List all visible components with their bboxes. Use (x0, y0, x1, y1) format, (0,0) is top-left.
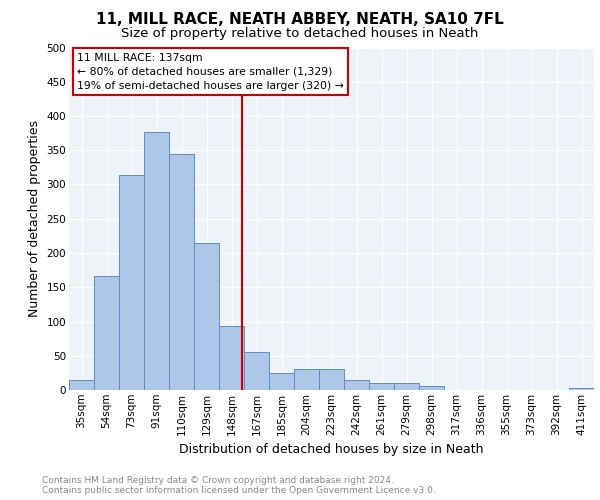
Bar (269, 373, 294, 390)
Bar (244, 352, 269, 390)
Bar (94, 276, 119, 390)
Bar (194, 242, 219, 390)
Text: Size of property relative to detached houses in Neath: Size of property relative to detached ho… (121, 28, 479, 40)
Bar (119, 175, 144, 390)
Bar (144, 132, 169, 390)
Bar (369, 383, 394, 390)
Bar (219, 326, 244, 390)
Text: 11 MILL RACE: 137sqm
← 80% of detached houses are smaller (1,329)
19% of semi-de: 11 MILL RACE: 137sqm ← 80% of detached h… (77, 52, 344, 90)
Text: 11, MILL RACE, NEATH ABBEY, NEATH, SA10 7FL: 11, MILL RACE, NEATH ABBEY, NEATH, SA10 … (96, 12, 504, 28)
Bar (69, 380, 94, 390)
Bar (319, 370, 344, 390)
X-axis label: Distribution of detached houses by size in Neath: Distribution of detached houses by size … (179, 443, 484, 456)
Bar (394, 383, 419, 390)
Bar (294, 370, 319, 390)
Y-axis label: Number of detached properties: Number of detached properties (28, 120, 41, 318)
Bar (344, 380, 369, 390)
Bar (419, 386, 444, 390)
Text: Contains HM Land Registry data © Crown copyright and database right 2024.
Contai: Contains HM Land Registry data © Crown c… (42, 476, 436, 495)
Bar (169, 154, 194, 390)
Bar (569, 388, 594, 390)
